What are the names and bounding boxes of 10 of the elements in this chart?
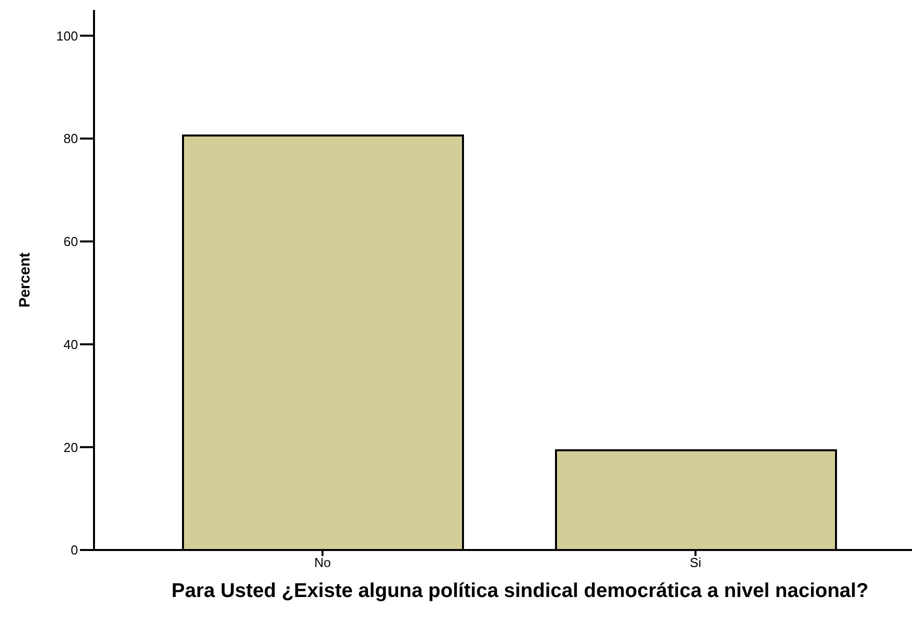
y-tick-label: 0 (70, 542, 78, 558)
y-tick-label: 80 (64, 131, 78, 146)
y-tick-label: 40 (64, 336, 78, 352)
y-tick-label: 100 (56, 28, 78, 44)
y-axis-title: Percent (16, 252, 34, 308)
x-tick-label: Si (690, 555, 702, 570)
x-tick-label: No (314, 555, 331, 570)
y-tick-label: 60 (64, 234, 78, 250)
y-tick-label: 20 (64, 440, 78, 455)
x-axis-title: Para Usted ¿Existe alguna política sindical democrática a nivel nacional? (170, 580, 870, 602)
